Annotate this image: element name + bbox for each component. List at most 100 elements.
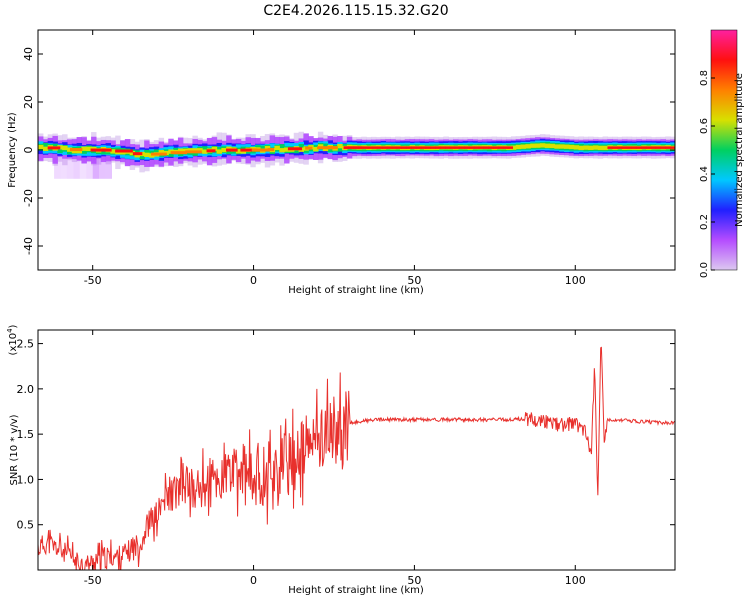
heat-cell <box>81 146 87 151</box>
heat-peak-cell <box>430 146 436 149</box>
heat-peak-cell <box>612 146 618 149</box>
colorbar-tick-label: 0.0 <box>699 262 710 278</box>
heat-peak-cell <box>493 146 499 149</box>
heat-peak-cell <box>440 146 446 149</box>
x-tick-label: 100 <box>565 274 586 287</box>
heat-peak-cell <box>406 146 412 149</box>
colorbar: 0.0 0.2 0.4 0.6 0.8 Normalized spectral ampl… <box>699 29 745 278</box>
x-tick-label: 50 <box>407 274 421 287</box>
heat-hotspot <box>226 148 238 152</box>
y-tick-label: 20 <box>22 95 35 109</box>
heat-cell <box>525 144 531 149</box>
heat-smear <box>66 157 74 179</box>
snr-y-ticks: 0.5 1.0 1.5 2.0 2.5 <box>17 338 675 532</box>
heat-cell <box>510 145 517 150</box>
y-tick-label: 1.0 <box>17 473 35 486</box>
heat-cell <box>57 146 63 154</box>
heat-cell <box>279 144 285 151</box>
heat-peak-cell <box>655 146 662 149</box>
heat-peak-cell <box>353 146 359 149</box>
spectrogram-panel: -50 0 50 100 -40 -20 0 20 40 Height of straight… <box>7 29 676 296</box>
x-tick-label: 0 <box>250 274 257 287</box>
heat-cell <box>520 144 527 149</box>
heat-peak-cell <box>473 146 480 149</box>
heat-peak-cell <box>670 146 675 149</box>
heat-peak-cell <box>416 146 422 149</box>
heat-peak-cell <box>372 146 378 149</box>
heat-hotspot <box>170 151 188 155</box>
heat-cell <box>549 143 555 149</box>
heat-cell <box>602 145 609 151</box>
heat-cell <box>592 145 599 150</box>
heat-hotspot <box>115 149 133 153</box>
heat-hotspot <box>327 146 338 150</box>
colorbar-ticks: 0.0 0.2 0.4 0.6 0.8 <box>699 70 715 278</box>
heat-cell <box>197 148 203 153</box>
heat-hotspot <box>317 146 335 150</box>
heat-hotspot <box>132 152 143 156</box>
heat-hotspot <box>47 146 61 150</box>
heat-peak-cell <box>660 146 666 149</box>
heat-hotspot <box>267 148 275 152</box>
x-tick-label: 50 <box>407 574 421 587</box>
heat-peak-cell <box>646 146 652 149</box>
spectrogram-x-ticks: -50 0 50 100 <box>84 30 586 287</box>
heat-cell <box>564 144 570 149</box>
colorbar-gradient <box>710 29 738 271</box>
heat-cell <box>544 143 551 148</box>
heat-cell <box>76 149 83 154</box>
x-tick-label: 100 <box>565 574 586 587</box>
y-tick-label: 0 <box>22 147 35 154</box>
heat-hotspot <box>185 150 202 154</box>
heat-cell <box>264 145 271 151</box>
heat-cell <box>235 149 242 154</box>
heat-peak-cell <box>444 146 451 149</box>
heat-peak-cell <box>391 146 398 149</box>
spectrogram-y-axis-label: Frequency (Hz) <box>7 112 18 188</box>
heat-cell <box>588 145 594 151</box>
heat-cell <box>110 149 116 154</box>
heat-cell <box>144 152 150 157</box>
heat-peak-cell <box>502 146 509 149</box>
heat-cell <box>535 143 541 148</box>
colorbar-tick-label: 0.4 <box>699 166 710 182</box>
snr-y-multiplier: (x104) <box>6 324 19 355</box>
spectrogram-heatmap <box>38 131 675 179</box>
y-tick-label: -40 <box>22 237 35 255</box>
heat-cell <box>129 150 136 156</box>
heat-cell <box>202 149 208 154</box>
heat-peak-cell <box>607 146 613 149</box>
x-tick-label: -50 <box>84 274 102 287</box>
snr-x-axis-label: Height of straight line (km) <box>288 585 424 596</box>
heat-cell <box>134 153 140 158</box>
snr-plot-frame <box>37 329 676 571</box>
heat-cell <box>313 146 319 152</box>
heat-peak-cell <box>617 146 623 149</box>
heat-peak-cell <box>425 146 431 149</box>
snr-x-ticks: -50 0 50 100 <box>84 330 586 587</box>
heat-peak-cell <box>401 146 407 149</box>
heat-peak-cell <box>411 146 417 149</box>
heat-cell <box>38 144 44 150</box>
heat-cell <box>177 148 184 153</box>
heat-hotspot <box>305 146 313 150</box>
heat-cell <box>530 143 536 148</box>
heat-cell <box>71 148 78 154</box>
heat-smear <box>60 157 67 179</box>
heat-hotspot <box>69 148 83 152</box>
heat-peak-cell <box>631 146 637 149</box>
y-tick-label: 2.0 <box>17 383 35 396</box>
heat-peak-cell <box>358 146 364 149</box>
heat-peak-cell <box>464 146 470 149</box>
heat-hotspot <box>206 149 216 153</box>
heat-smear <box>99 157 106 179</box>
x-tick-label: -50 <box>84 574 102 587</box>
heat-cell <box>559 144 565 149</box>
heat-peak-cell <box>367 146 374 149</box>
chart-title: C2E4.2026.115.15.32.G20 <box>263 3 448 19</box>
heat-cell <box>337 144 343 149</box>
heat-peak-cell <box>382 146 388 149</box>
heat-peak-cell <box>396 146 403 149</box>
heat-cell <box>211 146 218 152</box>
